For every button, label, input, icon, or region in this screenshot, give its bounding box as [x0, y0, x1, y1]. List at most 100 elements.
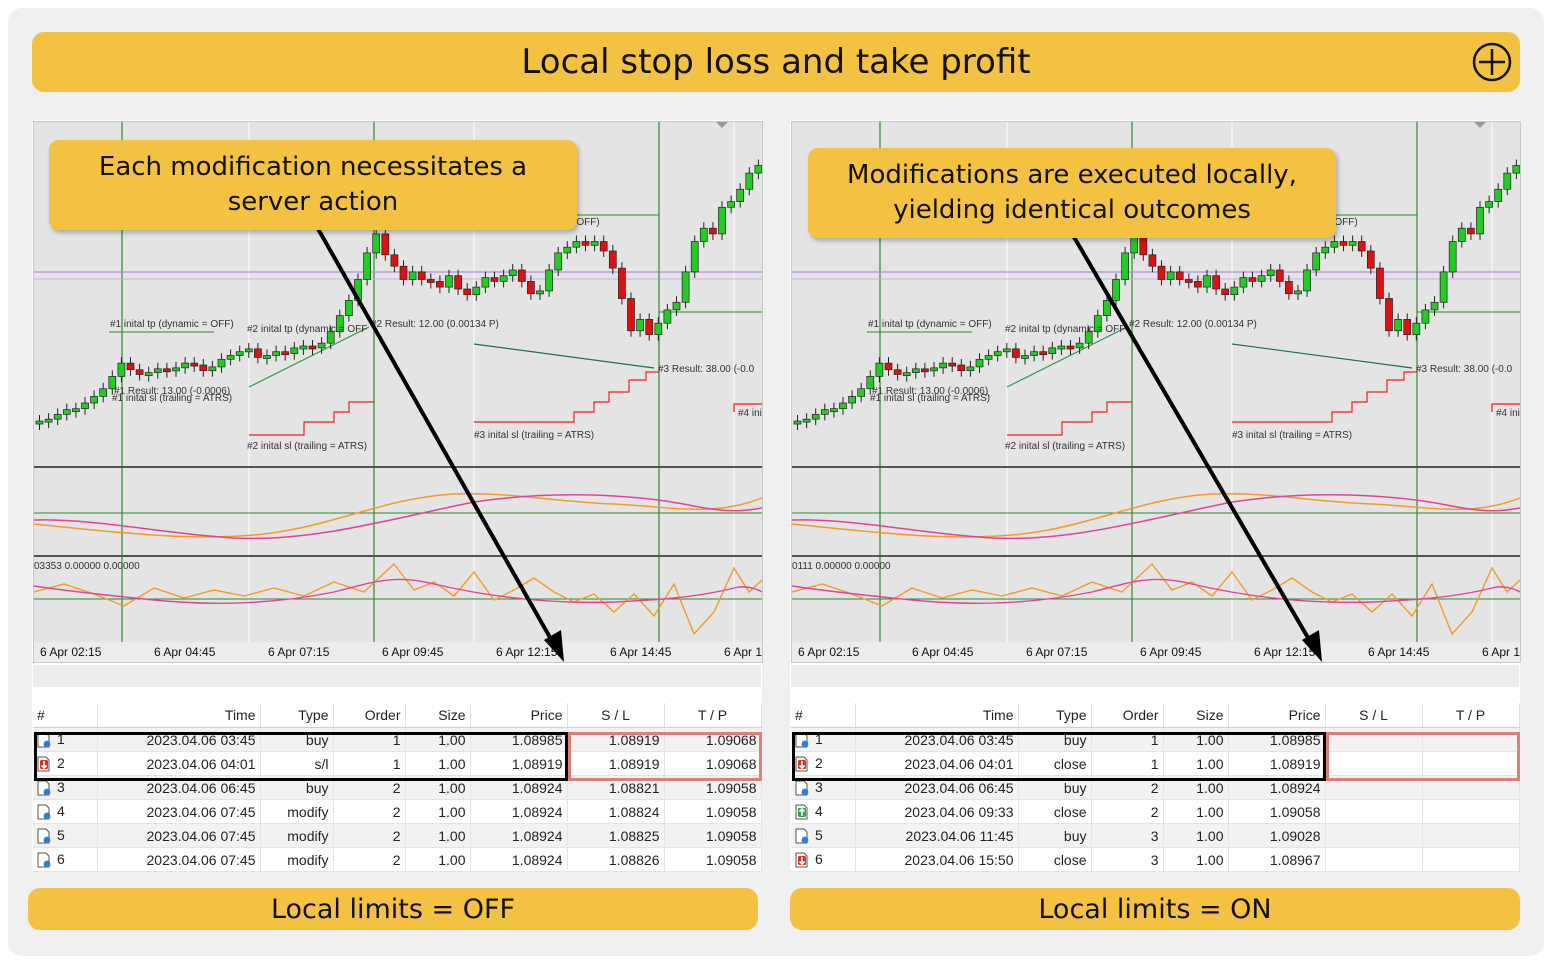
- price-chart[interactable]: #1 inital tp (dynamic = OFF) #2 inital tp…: [791, 121, 1521, 663]
- cell-price: 1.08967: [1228, 847, 1326, 872]
- candle: [545, 269, 553, 292]
- col-header-type[interactable]: Type: [260, 703, 334, 728]
- indicator-orange-line: [792, 562, 1520, 636]
- candle: [1394, 319, 1402, 332]
- cell-take-profit: 1.09058: [664, 847, 762, 872]
- candle: [939, 362, 947, 369]
- candle: [44, 418, 53, 423]
- candle: [345, 300, 353, 316]
- highlight-first-trade: [792, 732, 1326, 781]
- cell-time: 2023.04.06 11:45: [855, 823, 1019, 848]
- cell-size: 1.00: [1163, 847, 1229, 872]
- cell-order: 1: [1091, 751, 1164, 776]
- table-row[interactable]: 2 2023.04.06 04:01 s/l 1 1.00 1.08919 1.08919 1…: [33, 751, 762, 776]
- col-header-size[interactable]: Size: [405, 703, 471, 728]
- candle: [902, 372, 911, 376]
- mode-label-text: Local limits = OFF: [270, 893, 516, 925]
- col-header-type[interactable]: Type: [1018, 703, 1092, 728]
- candle: [1512, 165, 1520, 174]
- x-axis-label: 6 Apr 04:45: [912, 645, 974, 659]
- cell-take-profit: [1422, 847, 1520, 872]
- candle: [117, 362, 126, 377]
- page-background: Local stop loss and take profit #1 inita…: [8, 8, 1544, 956]
- callout-local-execution: Modifications are executed locally, yiel…: [808, 148, 1336, 238]
- annotation-result3: #3 Result: 38.00 (-0.0: [1416, 364, 1513, 375]
- cell-time: 2023.04.06 07:45: [97, 799, 261, 824]
- candle: [581, 241, 590, 246]
- cell-type: modify: [260, 847, 334, 872]
- chart-scrollbar[interactable]: [791, 665, 1519, 687]
- annotation-sl2: #2 inital sl (trailing = ATRS): [247, 441, 367, 452]
- candle: [208, 366, 217, 372]
- col-header-number[interactable]: #: [33, 703, 98, 728]
- col-header-price[interactable]: Price: [1228, 703, 1326, 728]
- highlight-sl-tp-values: [568, 732, 762, 781]
- col-header-stop-loss[interactable]: S / L: [1325, 703, 1423, 728]
- cell-price: 1.08985: [1228, 727, 1326, 752]
- candle: [608, 250, 617, 269]
- col-header-time[interactable]: Time: [97, 703, 261, 728]
- cell-take-profit: 1.09068: [664, 727, 762, 752]
- candle: [81, 402, 89, 410]
- candle: [153, 368, 162, 373]
- table-row[interactable]: 4 2023.04.06 07:45 modify 2 1.00 1.08924 1.088…: [33, 799, 762, 824]
- x-axis-label: 6 Apr 02:15: [798, 645, 860, 659]
- cell-stop-loss: [1325, 847, 1423, 872]
- candle: [1366, 250, 1375, 269]
- table-row[interactable]: 1 2023.04.06 03:45 buy 1 1.00 1.08985 1.08919 1…: [33, 727, 762, 752]
- col-header-order[interactable]: Order: [1091, 703, 1164, 728]
- cell-order: 2: [333, 799, 406, 824]
- table-row[interactable]: 6 2023.04.06 15:50 close 3 1.00 1.08967: [791, 847, 1520, 872]
- table-row[interactable]: 6 2023.04.06 07:45 modify 2 1.00 1.08924 1.088…: [33, 847, 762, 872]
- candle: [499, 275, 508, 282]
- cell-take-profit: 1.09068: [664, 751, 762, 776]
- order-close-down-icon: [795, 756, 809, 772]
- candle: [372, 233, 381, 254]
- cell-size: 1.00: [405, 751, 471, 776]
- candle: [108, 376, 117, 390]
- annotation-tp2: #2 inital tp (dynamic = OFF: [247, 324, 367, 335]
- candle: [1030, 351, 1038, 356]
- col-header-size[interactable]: Size: [1163, 703, 1229, 728]
- candle: [1221, 288, 1230, 296]
- col-header-take-profit[interactable]: T / P: [1422, 703, 1520, 728]
- callout-line-2: yielding identical outcomes: [893, 195, 1251, 225]
- candle: [381, 233, 390, 256]
- cell-take-profit: 1.09058: [664, 823, 762, 848]
- table-row[interactable]: 5 2023.04.06 07:45 modify 2 1.00 1.08924 1.088…: [33, 823, 762, 848]
- candle: [263, 355, 271, 359]
- candle: [554, 252, 563, 271]
- mode-label-off: Local limits = OFF: [28, 888, 758, 930]
- page-title: Local stop loss and take profit: [521, 42, 1031, 82]
- candle: [957, 364, 966, 372]
- table-row[interactable]: 4 2023.04.06 09:33 close 2 1.00 1.09058: [791, 799, 1520, 824]
- col-header-stop-loss[interactable]: S / L: [567, 703, 665, 728]
- cell-type: buy: [260, 727, 334, 752]
- trades-table: # Time Type Order Size Price S / L T / P…: [33, 703, 762, 872]
- candle: [1348, 241, 1357, 246]
- chart-scrollbar[interactable]: [33, 665, 761, 687]
- col-header-time[interactable]: Time: [855, 703, 1019, 728]
- candle: [1376, 267, 1384, 299]
- candle: [1212, 275, 1220, 290]
- col-header-price[interactable]: Price: [470, 703, 568, 728]
- candle: [727, 201, 735, 208]
- callout-line-2: server action: [227, 187, 399, 217]
- candle: [508, 269, 517, 277]
- cell-stop-loss: 1.08825: [567, 823, 665, 848]
- col-header-order[interactable]: Order: [333, 703, 406, 728]
- cell-type: modify: [260, 823, 334, 848]
- plus-circle-icon[interactable]: [1472, 42, 1512, 82]
- table-row[interactable]: 2 2023.04.06 04:01 close 1 1.00 1.08919: [791, 751, 1520, 776]
- annotation-result3: #3 Result: 38.00 (-0.0: [658, 364, 755, 375]
- candle: [930, 367, 938, 372]
- col-header-take-profit[interactable]: T / P: [664, 703, 762, 728]
- table-row[interactable]: 5 2023.04.06 11:45 buy 3 1.00 1.09028: [791, 823, 1520, 848]
- candle: [1002, 348, 1011, 353]
- candle: [281, 351, 290, 356]
- row-number: 1: [815, 730, 823, 747]
- col-header-number[interactable]: #: [791, 703, 856, 728]
- table-row[interactable]: 1 2023.04.06 03:45 buy 1 1.00 1.08985: [791, 727, 1520, 752]
- cell-time: 2023.04.06 03:45: [97, 727, 261, 752]
- callout-line-1: Each modification necessitates a: [98, 152, 528, 182]
